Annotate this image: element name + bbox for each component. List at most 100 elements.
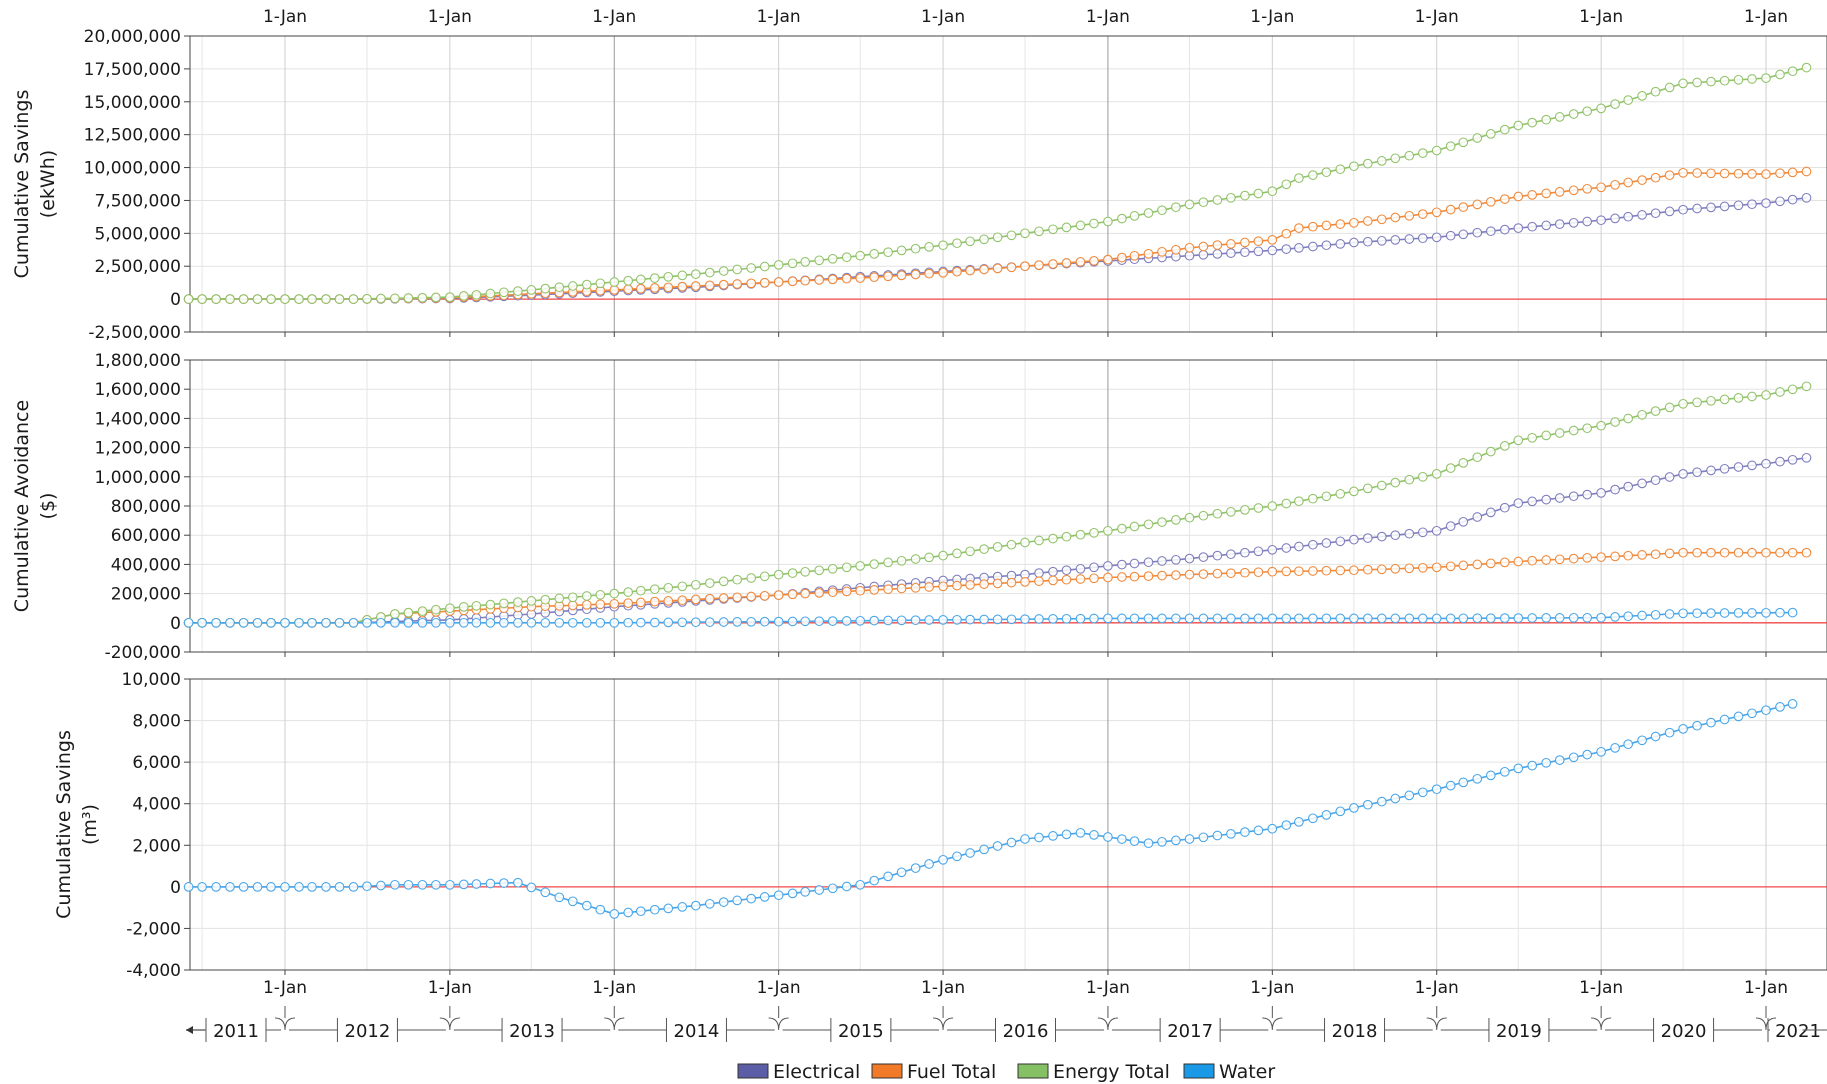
data-point [1294, 243, 1304, 253]
series-line [188, 197, 1807, 300]
data-point [773, 260, 784, 270]
y-tick-label: 1,600,000 [94, 380, 181, 400]
data-point [1458, 613, 1469, 624]
data-point [924, 582, 934, 592]
data-point [965, 546, 975, 557]
data-point [1184, 199, 1195, 210]
y-axis-label: Cumulative Savings [53, 730, 75, 919]
data-point [485, 878, 496, 889]
data-point [1129, 613, 1140, 624]
y-tick-label: 15,000,000 [84, 93, 181, 113]
bottom-x-tick-label: 1-Jan [1250, 978, 1294, 998]
y-axis-label: (ekWh) [37, 150, 59, 218]
data-point [1610, 99, 1620, 109]
data-point [1692, 397, 1702, 408]
data-point [1020, 577, 1030, 587]
data-point [649, 273, 660, 283]
data-point [540, 594, 551, 605]
data-point [1089, 613, 1099, 624]
data-point [238, 882, 249, 892]
data-point [1527, 117, 1538, 128]
data-point [1527, 613, 1538, 623]
data-point [1610, 213, 1620, 224]
data-point [1308, 170, 1318, 180]
data-point [1253, 825, 1264, 836]
data-point [1582, 106, 1593, 117]
data-point [1445, 141, 1456, 152]
data-point [1596, 488, 1606, 498]
data-point [1554, 755, 1565, 765]
panel-3: -4,000 -2,000 0 2,000 4,000 6,000 8,000 10,000 C… [53, 670, 1827, 981]
data-point [1678, 547, 1688, 558]
data-point [1650, 731, 1661, 742]
data-point [1390, 212, 1401, 223]
data-point [869, 559, 880, 569]
data-point [554, 617, 565, 628]
data-point [1637, 610, 1647, 621]
data-point [992, 614, 1003, 625]
year-label: 2011 [213, 1021, 259, 1042]
data-point [1527, 432, 1538, 443]
data-point [1281, 820, 1292, 830]
data-point [1117, 252, 1127, 263]
data-point [417, 879, 428, 890]
data-point [718, 897, 729, 907]
data-point [827, 883, 838, 894]
data-point [1089, 527, 1099, 538]
data-point [1390, 793, 1401, 804]
data-point [1623, 550, 1634, 561]
data-point [1719, 714, 1730, 725]
legend-swatch [737, 1063, 769, 1079]
data-point [1240, 567, 1250, 578]
data-point [800, 588, 811, 599]
data-point [1404, 150, 1415, 161]
data-point [1485, 196, 1496, 207]
data-point [623, 587, 634, 597]
data-point [1294, 613, 1304, 624]
data-point [595, 904, 606, 915]
data-point [814, 255, 825, 266]
data-point [1664, 472, 1675, 482]
data-point [773, 890, 784, 901]
data-point [827, 587, 838, 598]
data-point [1212, 613, 1223, 624]
data-point [1445, 780, 1456, 791]
data-point [499, 287, 509, 298]
data-point [965, 848, 975, 858]
data-point [1349, 486, 1359, 497]
data-point [1226, 248, 1236, 258]
data-point [1349, 217, 1359, 228]
data-point [1445, 521, 1456, 531]
year-label: 2017 [1167, 1021, 1213, 1042]
data-point [1582, 423, 1593, 434]
data-point [1349, 803, 1359, 813]
data-point [1321, 240, 1332, 251]
data-point [855, 879, 866, 890]
data-point [1281, 244, 1292, 254]
data-point [1020, 261, 1030, 272]
data-point [1485, 613, 1496, 624]
data-point [924, 859, 934, 869]
data-point [1281, 543, 1292, 553]
data-point [1541, 555, 1552, 565]
data-point [1761, 390, 1771, 400]
data-point [403, 293, 414, 303]
data-point [471, 600, 482, 611]
data-point [1390, 530, 1401, 541]
data-point [1117, 523, 1127, 534]
data-point [1362, 564, 1373, 575]
data-point [609, 909, 620, 919]
data-point [1664, 609, 1675, 619]
data-point [1445, 613, 1456, 624]
data-point [1747, 708, 1757, 719]
data-point [773, 616, 784, 627]
data-point [567, 617, 578, 628]
data-point [1061, 613, 1072, 624]
data-point [1006, 230, 1017, 241]
y-tick-label: 1,000,000 [94, 468, 181, 488]
data-point [1761, 607, 1771, 618]
data-point [1362, 236, 1373, 247]
data-point [513, 617, 523, 628]
data-point [499, 617, 509, 628]
y-tick-label: 1,400,000 [94, 409, 181, 429]
